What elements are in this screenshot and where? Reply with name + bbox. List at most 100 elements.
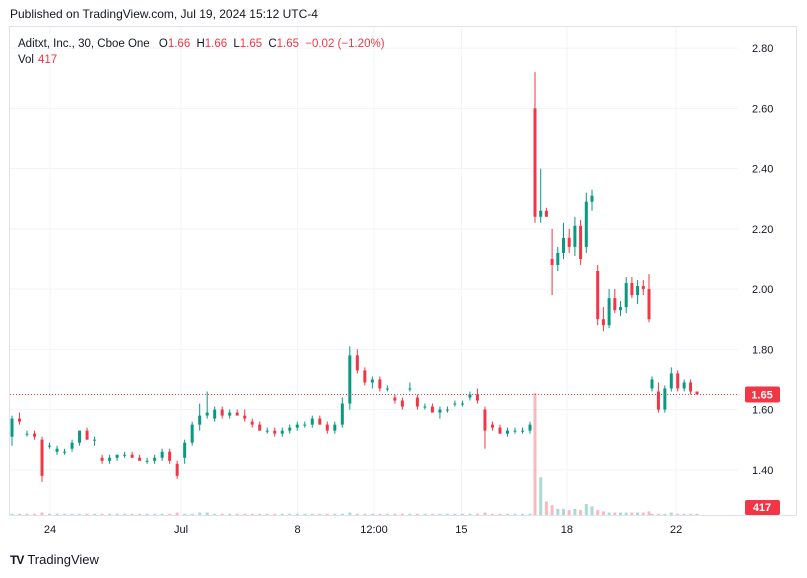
footer-branding: TV TradingView [10,552,99,567]
volume-bar [676,513,680,515]
candle-body [258,424,262,431]
volume-bar [228,513,232,515]
candle [400,397,404,410]
candle-body [130,454,134,458]
candle [650,376,654,392]
volume-bar [273,513,277,515]
candle-body [596,271,600,320]
volume-bar [550,505,554,515]
candle [18,412,22,425]
candle [55,445,59,455]
volume-bar [539,477,543,515]
volume-bar [25,513,29,515]
candle [624,277,628,314]
candle [280,427,284,437]
chart-legend: Aditxt, Inc., 30, Cboe One O1.66 H1.66 L… [18,36,385,68]
candle-body [295,424,299,428]
candle-body [303,424,307,426]
candle [205,391,209,419]
volume-bar [40,512,44,515]
volume-bar [393,513,397,515]
volume-bar [630,512,634,515]
candle-body [624,283,628,308]
time-tick-label: 18 [561,524,573,536]
candle-body [10,418,14,437]
volume-bar [190,513,194,515]
volume-bar [123,513,127,515]
volume-bar [533,393,537,515]
volume-bar [145,513,149,515]
volume-bar [656,513,660,515]
candle-body [85,430,89,440]
volume-bar [385,513,389,515]
time-tick-label: 12:00 [360,524,388,536]
volume-bar [138,513,142,515]
candle-body [378,379,382,389]
candle-body [415,397,419,407]
published-caption: Published on TradingView.com, Jul 19, 20… [10,7,318,21]
candle [393,394,397,404]
candle-body [205,412,209,416]
volume-bar [250,513,254,515]
candle [438,406,442,419]
volume-bar [153,513,157,515]
legend-open-label: O [158,38,168,50]
legend-change: −0.02 (−1.20%) [305,38,385,50]
volume-bar [408,513,412,515]
candle [220,406,224,419]
candle [340,397,344,428]
volume-bar [10,513,14,515]
candle [153,454,157,464]
volume-bar [378,513,382,515]
candle-body [355,355,359,371]
candle [453,400,457,407]
volume-bar [213,513,217,515]
legend-low-label: L [233,38,240,50]
candle-body [400,400,404,407]
candle-body [483,409,487,431]
candle [310,415,314,428]
volume-bar [650,513,654,515]
last-price-tag [745,386,780,403]
candle [250,418,254,428]
candle-body [393,397,397,401]
candle-body [445,409,449,411]
candle [513,427,517,434]
candle-body [198,415,202,425]
candle-body [288,427,292,431]
volume-bar [280,513,284,515]
candle [682,379,686,392]
candle [70,439,74,452]
legend-close: 1.65 [276,38,300,50]
legend-open: 1.66 [167,38,191,50]
volume-bar [590,506,594,515]
candle-body [213,409,217,419]
candle [423,403,427,410]
candle-body [78,430,82,443]
candle [539,168,543,223]
candle [235,409,239,416]
volume-bar [544,501,548,515]
legend-low: 1.65 [239,38,263,50]
volume-bar [318,513,322,515]
candle-body [25,433,29,435]
candle-body [153,457,157,461]
candle [556,246,560,271]
volume-bar [333,513,337,515]
volume-bar [183,513,187,515]
candle-body [636,286,640,296]
candle-body [385,388,389,390]
chart-pane[interactable] [9,26,797,516]
candle [145,457,149,464]
volume-bar [468,513,472,515]
volume-bar [445,513,449,515]
volume-bar [70,513,74,515]
candle [243,409,247,422]
candle-body [556,252,560,265]
candle-body [460,403,464,405]
candle [273,427,277,437]
candle-body [168,451,172,461]
candle-body [333,424,337,431]
candle-body [370,379,374,383]
